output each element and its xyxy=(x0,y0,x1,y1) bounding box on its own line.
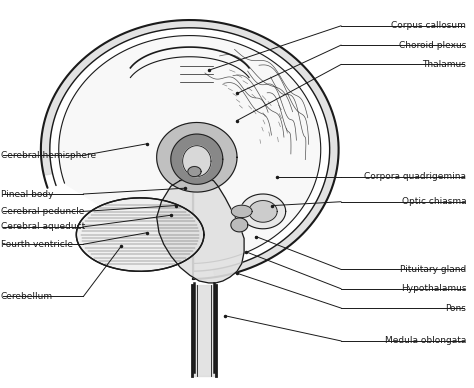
Text: Hypothalamus: Hypothalamus xyxy=(401,284,466,293)
Polygon shape xyxy=(157,123,237,192)
Text: Thalamus: Thalamus xyxy=(422,60,466,69)
Text: Fourth ventricle: Fourth ventricle xyxy=(0,240,73,249)
Text: Corpus callosum: Corpus callosum xyxy=(392,21,466,30)
Polygon shape xyxy=(171,134,223,184)
Polygon shape xyxy=(76,198,204,271)
Text: Optic chiasma: Optic chiasma xyxy=(401,197,466,206)
Polygon shape xyxy=(188,166,201,177)
Polygon shape xyxy=(156,180,244,283)
Polygon shape xyxy=(182,146,211,177)
Polygon shape xyxy=(231,218,248,232)
Polygon shape xyxy=(240,194,286,229)
Text: Cerebral aqueduct: Cerebral aqueduct xyxy=(0,222,85,231)
Polygon shape xyxy=(192,285,216,376)
Polygon shape xyxy=(41,20,338,277)
Polygon shape xyxy=(59,36,321,263)
Text: Cerebral peduncle: Cerebral peduncle xyxy=(0,207,84,216)
Polygon shape xyxy=(249,201,277,222)
Text: Corpora quadrigemina: Corpora quadrigemina xyxy=(364,172,466,181)
Text: Pineal body: Pineal body xyxy=(0,189,53,199)
Text: Choroid plexus: Choroid plexus xyxy=(399,41,466,50)
Text: Pituitary gland: Pituitary gland xyxy=(400,265,466,274)
Text: Pons: Pons xyxy=(446,303,466,313)
Polygon shape xyxy=(231,205,252,218)
Text: Cerebellum: Cerebellum xyxy=(0,292,53,301)
Text: Cerebral hemisphere: Cerebral hemisphere xyxy=(0,151,96,160)
Text: Medula oblongata: Medula oblongata xyxy=(385,336,466,345)
